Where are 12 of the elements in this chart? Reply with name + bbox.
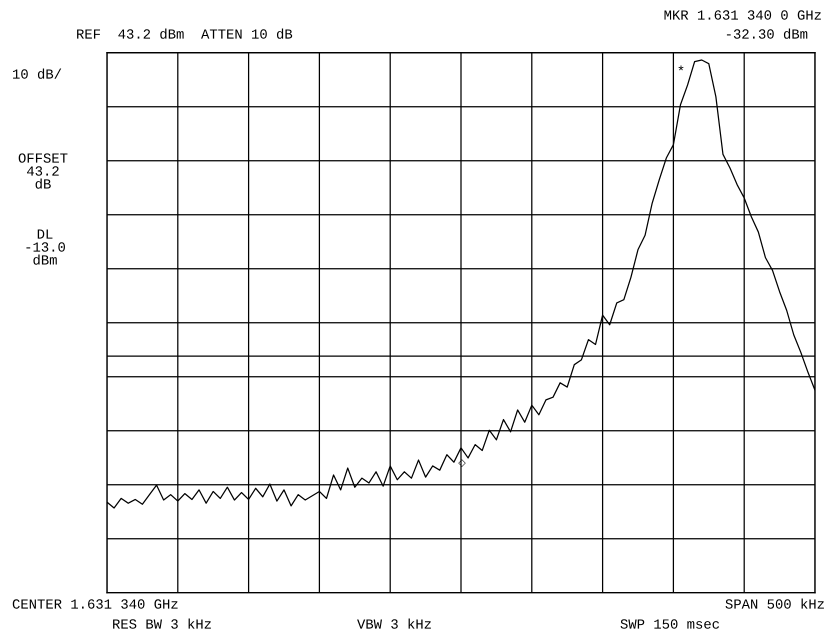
text: RES BW 3 kHz <box>113 618 211 629</box>
text: -32.30 dBm <box>726 28 808 39</box>
text: SWP 150 msec <box>620 619 720 629</box>
text: OFFSET 43.2 dB <box>18 153 68 189</box>
annotation: * <box>678 66 684 70</box>
text: REF 43.2 dBm ATTEN 10 dB <box>77 28 292 39</box>
text: 10 dB/ <box>13 68 62 79</box>
text: MKR 1.631 340 0 GHz <box>664 10 821 20</box>
text: SPAN 500 kHz <box>726 598 824 609</box>
text: CENTER 1.631 340 GHz <box>12 599 178 609</box>
ref-line-label: DL -13.0 dBm <box>26 229 65 265</box>
text: VBW 3 kHz <box>357 618 431 629</box>
